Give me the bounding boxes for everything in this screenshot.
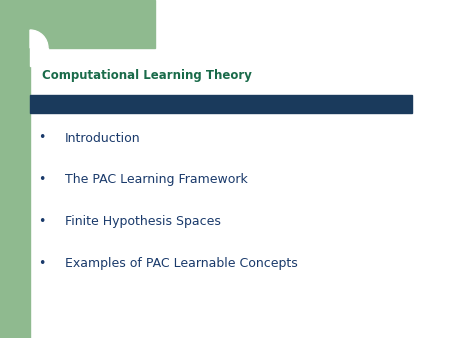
Wedge shape <box>30 30 48 48</box>
Text: Examples of PAC Learnable Concepts: Examples of PAC Learnable Concepts <box>65 258 298 270</box>
Bar <box>30 48 48 66</box>
Text: •: • <box>38 216 46 228</box>
Text: •: • <box>38 258 46 270</box>
Bar <box>0 0 30 338</box>
Text: •: • <box>38 131 46 145</box>
Text: The PAC Learning Framework: The PAC Learning Framework <box>65 173 248 187</box>
Text: Finite Hypothesis Spaces: Finite Hypothesis Spaces <box>65 216 221 228</box>
Bar <box>0 0 155 48</box>
Text: Introduction: Introduction <box>65 131 140 145</box>
Text: Computational Learning Theory: Computational Learning Theory <box>42 70 252 82</box>
Bar <box>30 95 412 113</box>
Text: •: • <box>38 173 46 187</box>
